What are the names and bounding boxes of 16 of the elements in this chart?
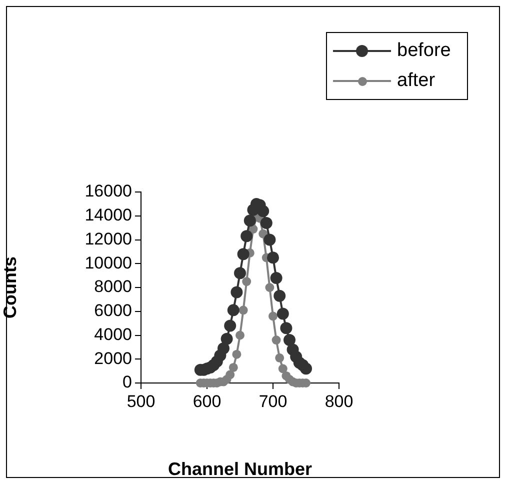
x-tick-label: 500 — [126, 392, 156, 411]
y-tick-label: 4000 — [94, 324, 132, 344]
x-tick-label: 700 — [258, 392, 288, 411]
y-tick-label: 16000 — [84, 182, 132, 201]
y-tick-label: 12000 — [84, 229, 132, 248]
y-tick-label: 6000 — [94, 301, 132, 320]
x-tick-label: 800 — [324, 392, 354, 411]
y-tick-label: 14000 — [84, 206, 132, 225]
y-tick-label: 8000 — [94, 277, 132, 296]
x-axis-title: Channel Number — [168, 459, 312, 480]
legend-label: before — [397, 40, 451, 62]
y-tick-label: 10000 — [84, 253, 132, 272]
legend-label: after — [397, 70, 436, 92]
y-tick-label: 0 — [122, 372, 132, 392]
y-tick-label: 2000 — [94, 348, 132, 368]
x-tick-label: 600 — [192, 392, 222, 411]
